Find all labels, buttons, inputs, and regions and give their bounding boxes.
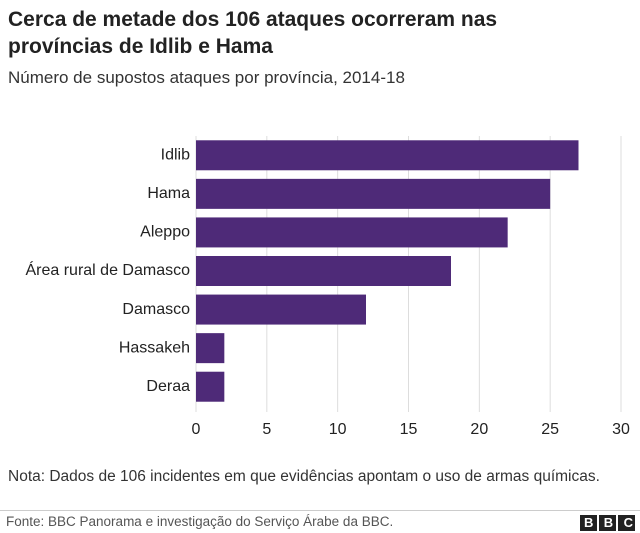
bar [196, 294, 366, 325]
y-tick-label: Aleppo [140, 224, 190, 241]
logo: BBC [580, 515, 636, 531]
logo-text: BBC [584, 515, 640, 530]
x-tick-label: 5 [262, 421, 271, 438]
x-tick-label: 0 [192, 421, 201, 438]
bar [196, 371, 225, 402]
x-tick-label: 20 [470, 421, 488, 438]
y-tick-label: Área rural de Damasco [25, 260, 190, 279]
note: Nota: Dados de 106 incidentes em que evi… [8, 468, 600, 485]
chart: 0 5 10 15 20 25 30 Idlib Hama Aleppo Área rural de… [25, 136, 630, 438]
chart-title: Cerca de metade dos 106 ataques ocorrera… [8, 8, 498, 58]
bar [196, 178, 551, 209]
y-tick-label: Idlib [161, 147, 190, 164]
chart-subtitle: Número de supostos ataques por província… [8, 68, 405, 87]
x-tick-label: 30 [612, 421, 630, 438]
divider [0, 510, 640, 511]
x-tick-label: 25 [541, 421, 559, 438]
y-tick-label: Deraa [146, 378, 190, 395]
bar [196, 333, 225, 364]
bar [196, 256, 451, 286]
y-tick-label: Hassakeh [119, 339, 190, 356]
y-tick-label: Damasco [122, 301, 190, 318]
bar [196, 140, 579, 171]
source: Fonte: BBC Panorama e investigação do Se… [6, 514, 394, 529]
x-tick-label: 10 [329, 421, 347, 438]
y-tick-label: Hama [147, 185, 190, 202]
x-tick-label: 15 [400, 421, 418, 438]
bar [196, 217, 508, 248]
